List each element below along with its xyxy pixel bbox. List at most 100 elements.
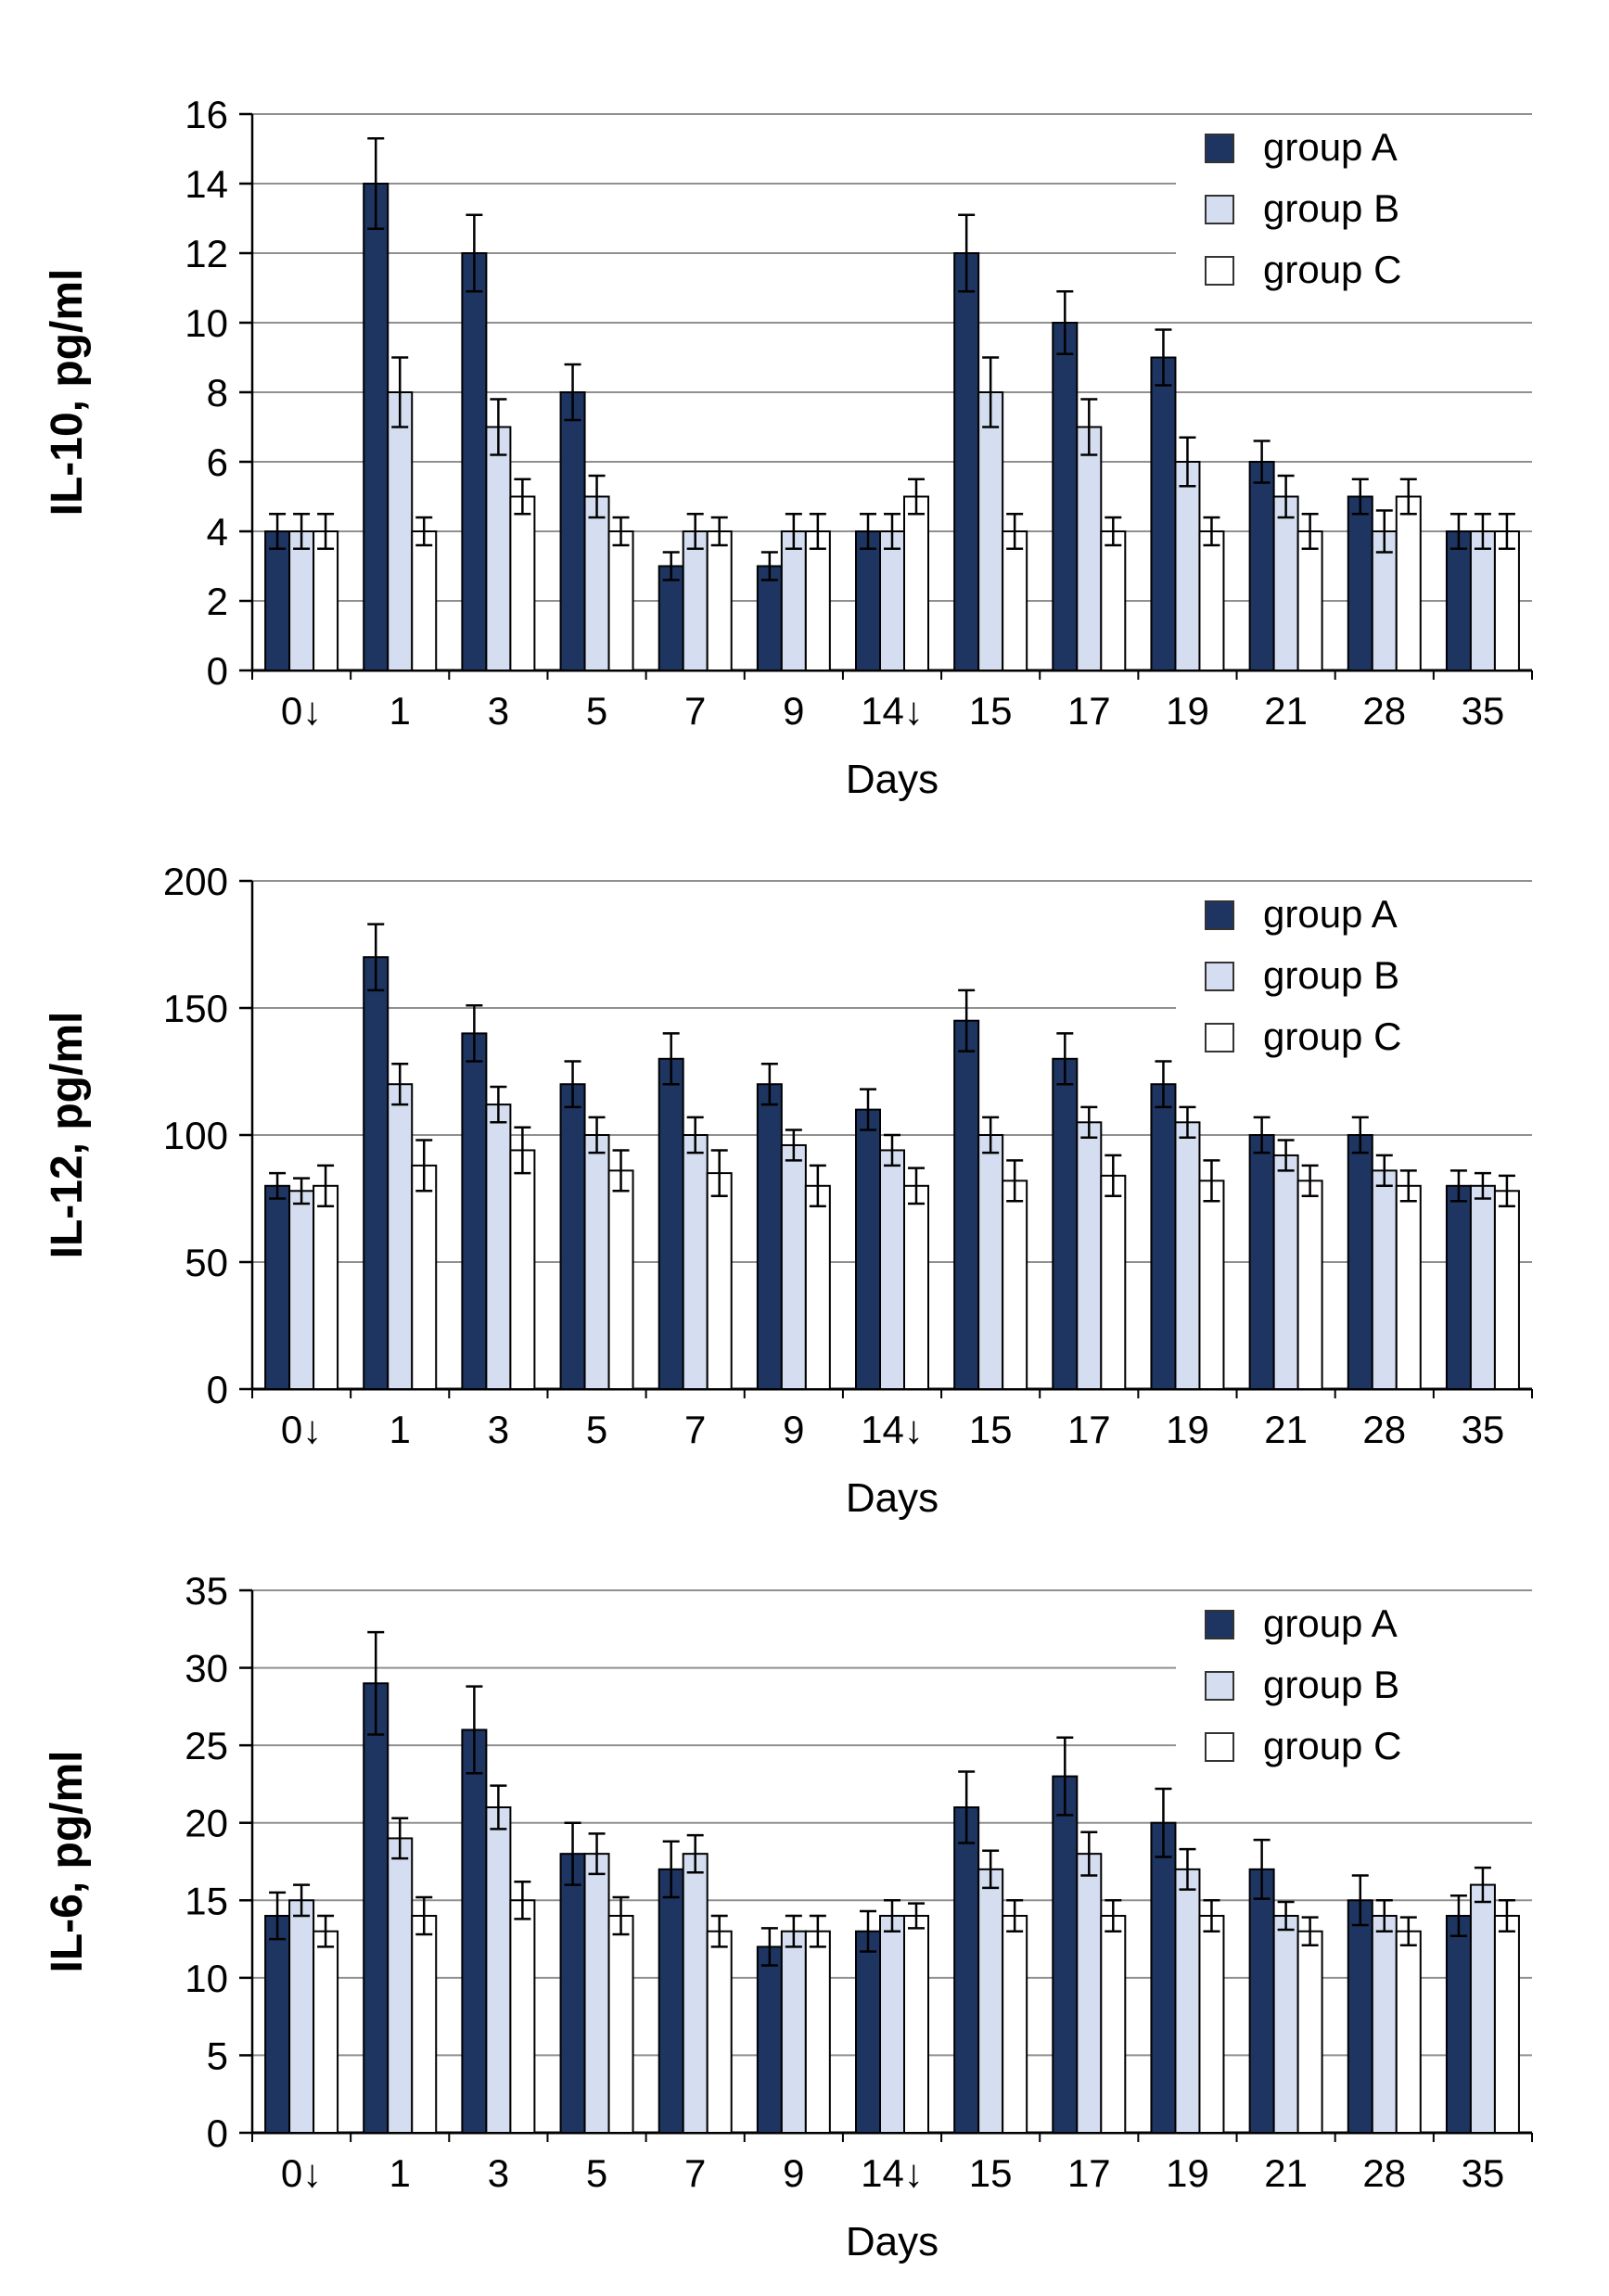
- legend-backdrop: [1176, 116, 1532, 313]
- bar-group-A-day-21: [1248, 1868, 1275, 2135]
- bar-group-C-day-1: [411, 1164, 438, 1390]
- legend-swatch-group-B: [1205, 962, 1234, 991]
- bar-group-C-day-28: [1395, 1930, 1422, 2135]
- bar-group-B-day-7: [682, 530, 709, 671]
- x-tick-label: 21: [1264, 689, 1308, 733]
- y-tick-label: 0: [207, 649, 228, 693]
- bar-group-C-day-1: [411, 1915, 438, 2134]
- x-tick-label: 0↓: [281, 689, 322, 733]
- bar-group-B-day-35: [1469, 1883, 1496, 2134]
- y-tick-label: 200: [163, 860, 228, 903]
- y-tick-label: 6: [207, 440, 228, 484]
- x-tick-label: 21: [1264, 1408, 1308, 1451]
- x-tick-label: 5: [586, 2151, 607, 2195]
- x-tick-label: 3: [488, 689, 509, 733]
- x-tick-label: 5: [586, 1408, 607, 1451]
- bar-group-C-day-0: [313, 1930, 339, 2135]
- bar-group-C-day-21: [1296, 1930, 1323, 2135]
- bar-group-C-day-17: [1100, 1915, 1127, 2134]
- legend-backdrop: [1176, 883, 1532, 1079]
- x-tick-label: 17: [1067, 1408, 1111, 1451]
- x-tick-label: 35: [1462, 1408, 1505, 1451]
- x-tick-label: 28: [1362, 1408, 1406, 1451]
- bar-group-B-day-21: [1272, 1154, 1299, 1391]
- x-axis-title: Days: [846, 757, 939, 802]
- bar-group-B-day-7: [682, 1134, 709, 1390]
- bar-group-A-day-17: [1052, 322, 1079, 671]
- y-tick-label: 35: [185, 1569, 228, 1613]
- bar-group-C-day-15: [1002, 1915, 1028, 2134]
- bar-group-C-day-3: [509, 495, 536, 671]
- legend-label: group A: [1263, 1601, 1398, 1645]
- x-tick-label: 1: [389, 689, 411, 733]
- y-tick-label: 10: [185, 1957, 228, 2000]
- x-tick-label: 15: [969, 1408, 1013, 1451]
- y-tick-label: 0: [207, 1368, 228, 1411]
- legend-swatch-group-B: [1205, 1671, 1234, 1701]
- bar-group-A-day-19: [1150, 1821, 1177, 2134]
- bar-group-A-day-35: [1445, 1184, 1472, 1391]
- x-axis-title: Days: [846, 2219, 939, 2264]
- y-tick-label: 8: [207, 371, 228, 415]
- x-tick-label: 7: [684, 1408, 706, 1451]
- bar-group-A-day-19: [1150, 356, 1177, 671]
- bar-group-C-day-35: [1493, 1190, 1520, 1391]
- bar-group-A-day-1: [363, 1682, 389, 2135]
- bar-group-C-day-19: [1198, 1915, 1225, 2134]
- bar-group-B-day-19: [1174, 1868, 1201, 2135]
- bar-group-B-day-28: [1371, 1915, 1398, 2134]
- y-tick-label: 10: [185, 301, 228, 345]
- bar-group-C-day-14: [903, 495, 929, 671]
- bar-group-B-day-15: [977, 391, 1004, 671]
- bar-group-C-day-15: [1002, 1180, 1028, 1390]
- bar-group-B-day-15: [977, 1868, 1004, 2135]
- bar-group-A-day-0: [264, 1915, 291, 2134]
- x-tick-label: 17: [1067, 689, 1111, 733]
- bar-group-B-day-0: [288, 1190, 315, 1391]
- bar-group-B-day-14: [879, 530, 905, 671]
- bar-group-C-day-35: [1493, 1915, 1520, 2134]
- bar-group-C-day-9: [804, 1184, 831, 1391]
- legend-label: group A: [1263, 892, 1398, 936]
- bar-group-A-day-9: [756, 565, 783, 671]
- bar-group-C-day-19: [1198, 530, 1225, 671]
- bar-group-A-day-15: [953, 1019, 980, 1390]
- bar-group-A-day-28: [1347, 1899, 1373, 2134]
- x-tick-label: 19: [1166, 1408, 1209, 1451]
- x-tick-label: 0↓: [281, 1408, 322, 1451]
- legend-swatch-group-C: [1205, 1023, 1234, 1052]
- bar-group-C-day-5: [607, 1169, 634, 1390]
- x-tick-label: 0↓: [281, 2151, 322, 2195]
- x-tick-label: 14↓: [861, 689, 924, 733]
- y-tick-label: 150: [163, 987, 228, 1030]
- bar-group-C-day-28: [1395, 495, 1422, 671]
- bar-group-A-day-7: [658, 565, 684, 671]
- y-tick-label: 4: [207, 510, 228, 554]
- bar-group-B-day-5: [583, 495, 610, 671]
- bar-group-C-day-14: [903, 1915, 929, 2134]
- bar-group-C-day-9: [804, 1930, 831, 2135]
- x-tick-label: 3: [488, 1408, 509, 1451]
- legend-swatch-group-C: [1205, 256, 1234, 286]
- bar-group-A-day-5: [559, 391, 586, 671]
- bar-group-C-day-3: [509, 1149, 536, 1390]
- x-tick-label: 9: [783, 2151, 804, 2195]
- bar-group-B-day-17: [1076, 426, 1103, 671]
- bar-group-A-day-1: [363, 183, 389, 671]
- x-tick-label: 19: [1166, 689, 1209, 733]
- y-tick-label: 25: [185, 1724, 228, 1767]
- bar-group-B-day-1: [387, 1837, 414, 2135]
- bar-group-A-day-17: [1052, 1057, 1079, 1391]
- bar-group-C-day-1: [411, 530, 438, 671]
- x-tick-label: 1: [389, 1408, 411, 1451]
- bar-group-B-day-19: [1174, 1121, 1201, 1391]
- y-axis-title: IL-12, pg/ml: [43, 1012, 92, 1259]
- bar-group-B-day-17: [1076, 1853, 1103, 2134]
- y-tick-label: 5: [207, 2034, 228, 2077]
- legend-swatch-group-C: [1205, 1732, 1234, 1762]
- bar-group-B-day-0: [288, 530, 315, 671]
- x-tick-label: 28: [1362, 689, 1406, 733]
- bar-group-C-day-5: [607, 530, 634, 671]
